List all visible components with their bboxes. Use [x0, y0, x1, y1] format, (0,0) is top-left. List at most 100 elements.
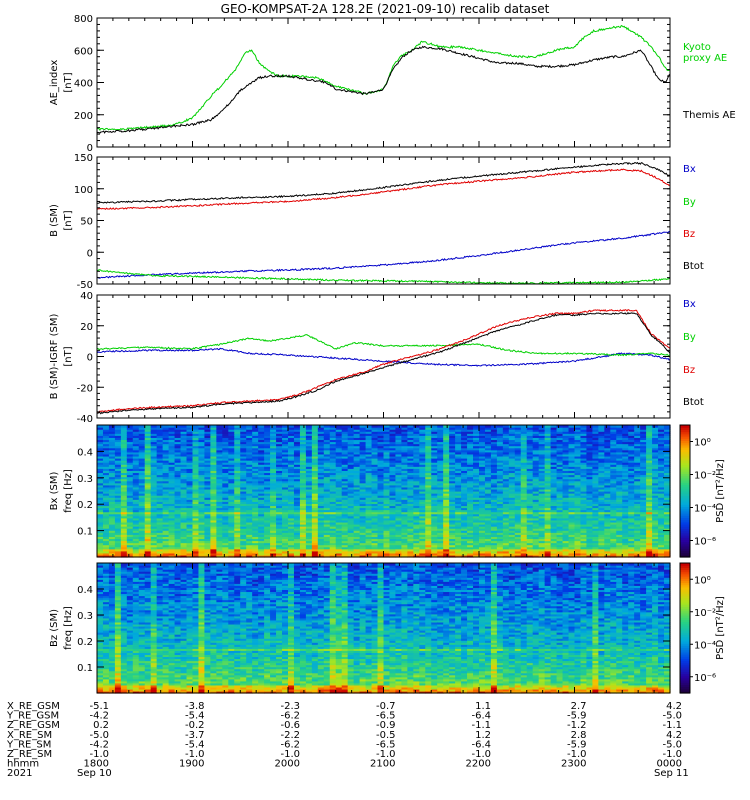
spectrogram-cell	[323, 517, 331, 521]
spectrogram-cell	[443, 552, 450, 556]
spectrogram-cell	[144, 493, 152, 496]
spectrogram-cell	[353, 433, 361, 436]
spectrogram-cell	[222, 495, 229, 498]
spectrogram-cell	[317, 495, 325, 498]
spectrogram-cell	[401, 466, 408, 469]
spectrogram-cell	[258, 544, 265, 548]
spectrogram-cell	[484, 503, 492, 507]
spectrogram-cell	[449, 462, 456, 465]
spectrogram-cell	[240, 486, 247, 490]
spectrogram-cell	[216, 480, 223, 484]
spectrogram-cell	[341, 530, 349, 533]
spectrogram-cell	[353, 526, 361, 529]
spectrogram-cell	[341, 478, 349, 482]
spectrogram-cell	[150, 462, 158, 465]
spectrogram-cell	[293, 526, 301, 529]
spectrogram-cell	[246, 507, 253, 511]
spectrogram-cell	[389, 548, 397, 552]
spectrogram-cell	[204, 536, 212, 540]
spectrogram-cell	[443, 447, 450, 451]
spectrogram-cell	[473, 480, 480, 484]
spectrogram-cell	[126, 437, 134, 441]
spectrogram-cell	[288, 474, 295, 478]
spectrogram-cell	[371, 460, 379, 463]
spectrogram-cell	[484, 425, 492, 428]
spectrogram-cell	[168, 476, 176, 480]
spectrogram-cell	[234, 458, 241, 461]
spectrogram-cell	[282, 429, 289, 432]
spectrogram-cell	[168, 458, 176, 461]
spectrogram-cell	[198, 460, 206, 463]
spectrogram-cell	[216, 447, 223, 451]
spectrogram-cell	[174, 493, 182, 496]
spectrogram-cell	[479, 466, 486, 469]
spectrogram-cell	[413, 501, 420, 504]
spectrogram-cell	[114, 499, 122, 502]
spectrogram-cell	[252, 474, 259, 478]
spectrogram-cell	[144, 513, 152, 517]
spectrogram-cell	[258, 540, 265, 544]
spectrogram-cell	[156, 497, 164, 500]
spectrogram-cell	[198, 464, 206, 467]
spectrogram-cell	[347, 509, 355, 513]
spectrogram-cell	[365, 515, 373, 519]
spectrogram-cell	[508, 468, 516, 471]
spectrogram-cell	[490, 458, 498, 461]
spectrogram-cell	[174, 433, 182, 436]
spectrogram-cell	[353, 458, 361, 461]
spectrogram-cell	[437, 427, 444, 430]
spectrogram-cell	[502, 470, 510, 474]
spectrogram-cell	[204, 443, 212, 447]
spectrogram-cell	[162, 462, 170, 465]
spectrogram-cell	[514, 441, 522, 445]
spectrogram-cell	[276, 505, 283, 509]
spectrogram-cell	[270, 470, 277, 474]
spectrogram-cell	[467, 526, 474, 529]
spectrogram-cell	[246, 548, 253, 552]
spectrogram-cell	[311, 552, 319, 556]
spectrogram-cell	[479, 515, 486, 519]
spectrogram-cell	[162, 447, 170, 451]
spectrogram-cell	[371, 528, 379, 531]
spectrogram-cell	[270, 458, 277, 461]
spectrogram-cell	[461, 482, 468, 486]
spectrogram-cell	[156, 451, 164, 455]
spectrogram-cell	[508, 431, 516, 434]
spectrogram-cell	[174, 480, 182, 484]
spectrogram-cell	[120, 427, 128, 430]
spectrogram-cell	[407, 530, 414, 533]
spectrogram-cell	[389, 480, 397, 484]
spectrogram-cell	[258, 532, 265, 535]
spectrogram-cell	[508, 513, 516, 517]
spectrogram-cell	[365, 548, 373, 552]
spectrogram-cell	[473, 470, 480, 474]
spectrogram-cell	[114, 493, 122, 496]
spectrogram-cell	[413, 530, 420, 533]
spectrogram-cell	[192, 511, 200, 515]
spectrogram-cell	[341, 493, 349, 496]
spectrogram-cell	[168, 468, 176, 471]
spectrogram-cell	[108, 480, 116, 484]
spectrogram-cell	[365, 536, 373, 540]
spectrogram-cell	[467, 507, 474, 511]
spectrogram-cell	[299, 544, 307, 548]
spectrogram-cell	[282, 517, 289, 521]
spectrogram-cell	[234, 474, 241, 478]
spectrogram-cell	[252, 439, 259, 443]
spectrogram-cell	[228, 507, 235, 511]
spectrogram-cell	[353, 550, 361, 554]
spectrogram-cell	[377, 484, 385, 488]
spectrogram-cell	[252, 499, 259, 502]
spectrogram-cell	[413, 538, 420, 542]
spectrogram-cell	[473, 540, 480, 544]
spectrogram-cell	[270, 472, 277, 476]
spectrogram-cell	[252, 476, 259, 480]
spectrogram-cell	[323, 431, 331, 434]
spectrogram-cell	[299, 511, 307, 515]
spectrogram-cell	[293, 427, 301, 430]
spectrogram-cell	[377, 480, 385, 484]
spectrogram-cell	[180, 433, 188, 436]
spectrogram-cell	[132, 453, 140, 457]
spectrogram-cell	[395, 451, 403, 455]
spectrogram-cell	[490, 443, 498, 447]
